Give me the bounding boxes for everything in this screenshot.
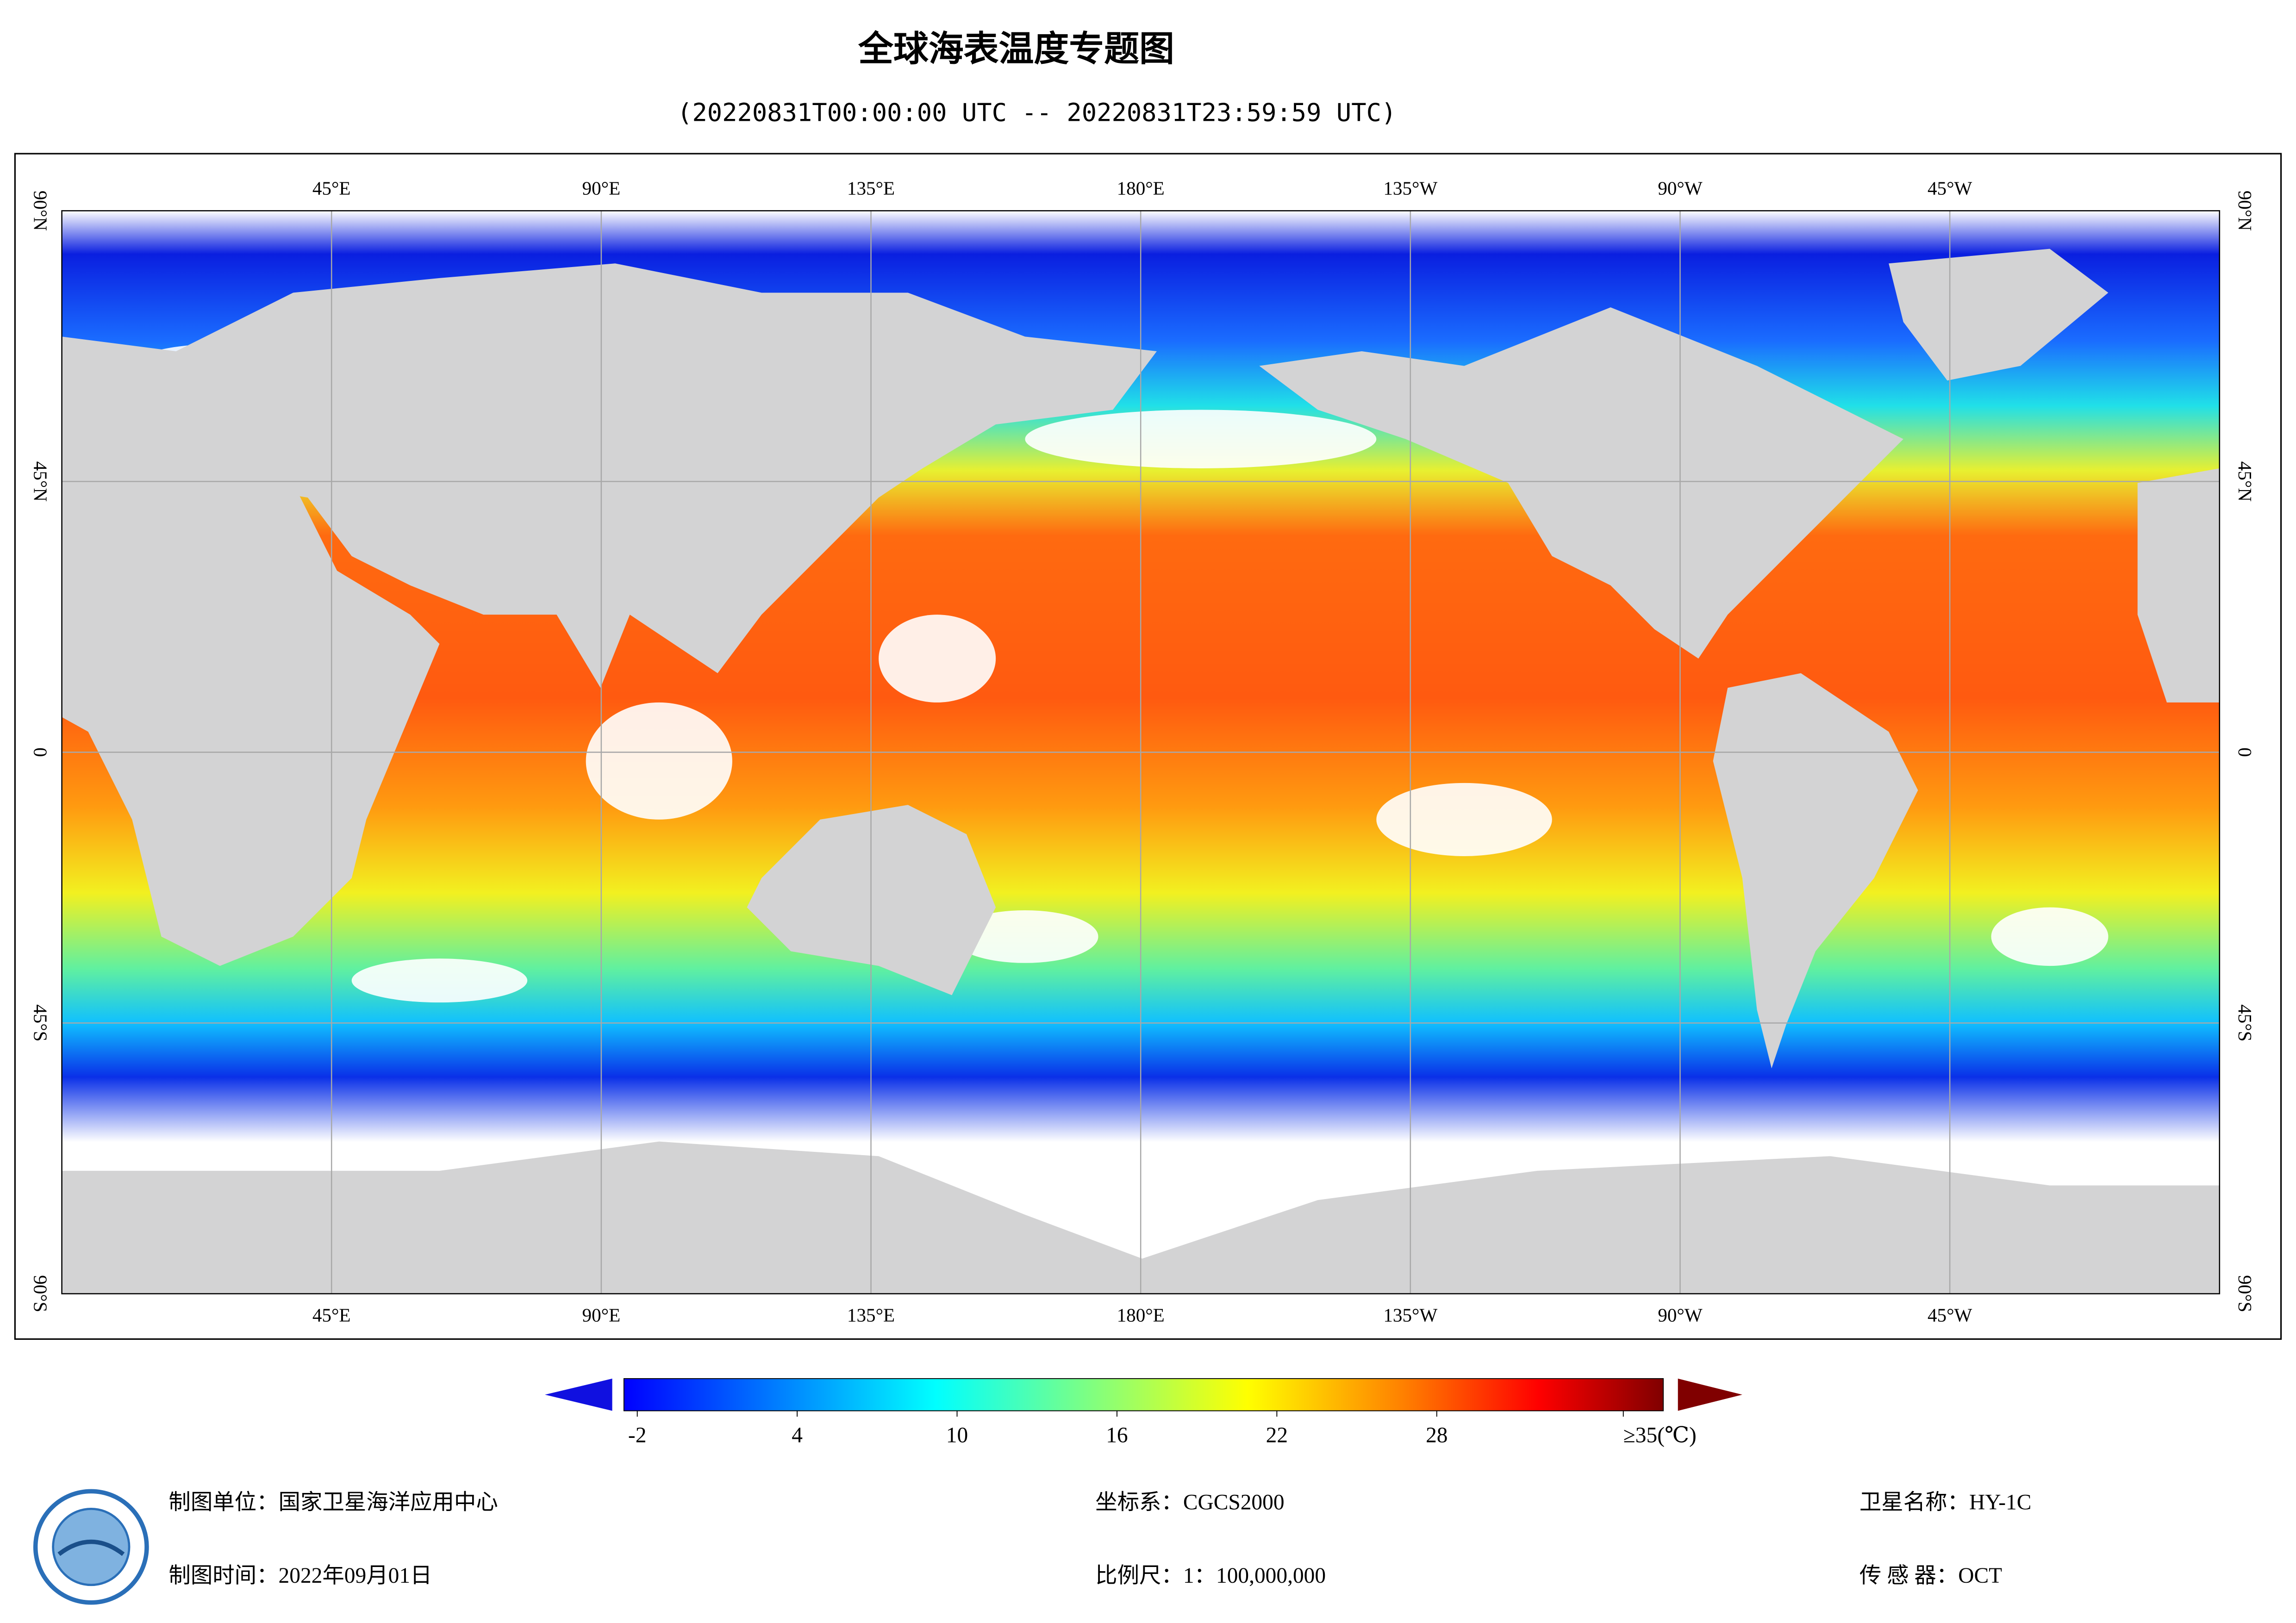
lat-label-right: 0 — [2234, 747, 2256, 757]
lon-label-top: 45°E — [312, 178, 351, 199]
map — [61, 210, 2221, 1294]
footer-sensor: 传 感 器：OCT — [1859, 1564, 2002, 1588]
colorbar-tick-label: 22 — [1266, 1423, 1288, 1447]
lon-label-top: 135°W — [1383, 178, 1437, 199]
lon-label-bottom: 90°W — [1658, 1305, 1703, 1326]
subtitle: (20220831T00:00:00 UTC -- 20220831T23:59… — [677, 98, 1396, 127]
map-border — [61, 210, 2221, 1294]
lon-label-bottom: 90°E — [582, 1305, 621, 1326]
colorbar: -2 4 10 16 22 28 ≥35(℃) — [545, 1378, 1742, 1447]
graticule — [62, 211, 2220, 1294]
title: 全球海表温度专题图 — [858, 29, 1174, 69]
lon-label-bottom: 45°W — [1928, 1305, 1972, 1326]
lon-label-bottom: 45°E — [312, 1305, 351, 1326]
lon-label-bottom: 135°W — [1383, 1305, 1437, 1326]
lat-label-right: 45°N — [2234, 461, 2256, 502]
footer-scale: 比例尺：1：100,000,000 — [1095, 1564, 1326, 1588]
lat-label-left: 90°S — [30, 1275, 51, 1312]
lon-label-top: 180°E — [1117, 178, 1165, 199]
lon-label-top: 90°E — [582, 178, 621, 199]
lat-label-right: 90°S — [2234, 1275, 2256, 1312]
colorbar-tick-label: 16 — [1106, 1423, 1128, 1447]
lat-label-right: 90°N — [2234, 191, 2256, 231]
colorbar-high-arrow — [1678, 1378, 1742, 1411]
map-frame — [14, 153, 2282, 1340]
colorbar-tick-label: 10 — [946, 1423, 968, 1447]
footer-crs: 坐标系：CGCS2000 — [1095, 1491, 1284, 1515]
colorbar-tick-label: 28 — [1426, 1423, 1447, 1447]
footer-time: 制图时间：2022年09月01日 — [168, 1564, 432, 1588]
lat-label-left: 45°S — [30, 1004, 51, 1041]
colorbar-low-arrow — [545, 1378, 612, 1411]
lon-label-top: 135°E — [847, 178, 895, 199]
colorbar-bar — [623, 1378, 1664, 1412]
colorbar-tick-label: 4 — [792, 1423, 803, 1447]
colorbar-tick-label: -2 — [628, 1423, 647, 1447]
lon-label-bottom: 180°E — [1117, 1305, 1165, 1326]
footer-unit: 制图单位：国家卫星海洋应用中心 — [168, 1491, 498, 1515]
lon-label-top: 45°W — [1928, 178, 1972, 199]
logo — [33, 1489, 149, 1605]
lon-label-top: 90°W — [1658, 178, 1703, 199]
lon-label-bottom: 135°E — [847, 1305, 895, 1326]
lat-label-right: 45°S — [2234, 1004, 2256, 1041]
lat-label-left: 90°N — [30, 191, 51, 231]
lat-label-left: 45°N — [30, 461, 51, 502]
footer-satellite: 卫星名称：HY-1C — [1859, 1491, 2031, 1515]
lat-label-left: 0 — [30, 747, 51, 757]
colorbar-tick-label: ≥35(℃) — [1623, 1423, 1697, 1447]
